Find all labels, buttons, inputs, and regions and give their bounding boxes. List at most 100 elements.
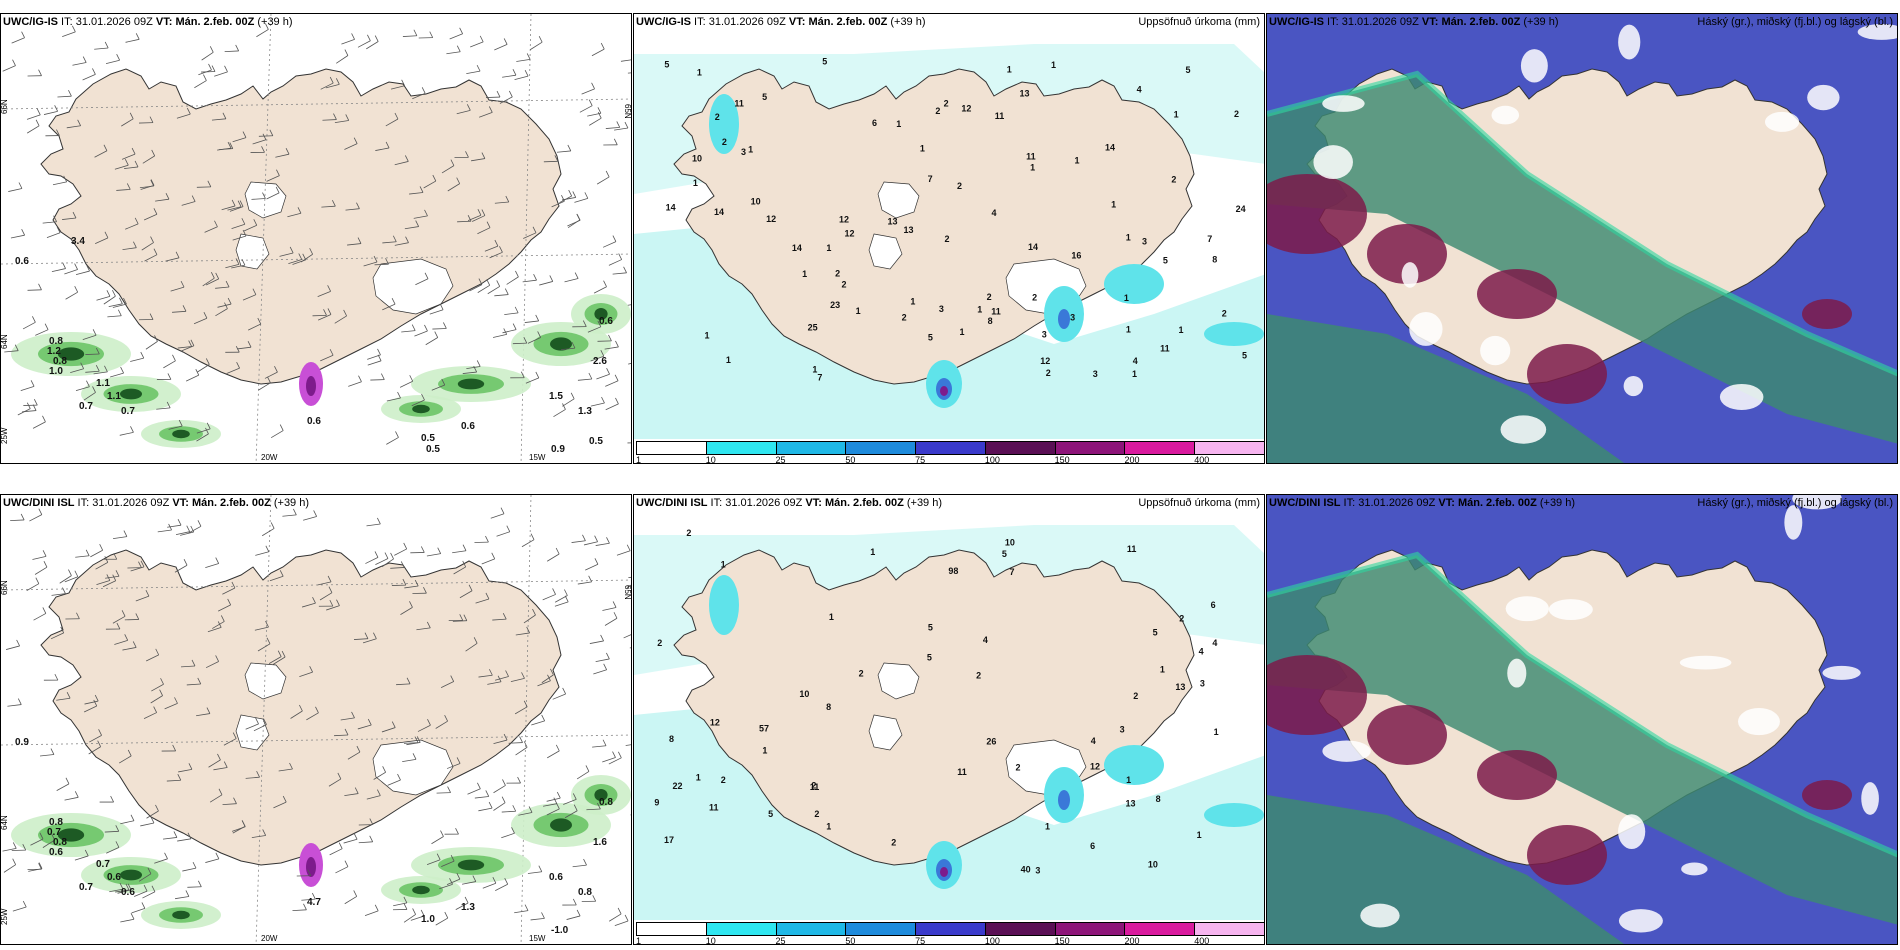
precip-value-label: 8 — [1156, 794, 1161, 804]
precip-value-label: 3 — [939, 304, 944, 314]
glacier-0 — [877, 662, 920, 700]
precip-value-label: 6 — [1090, 841, 1095, 851]
wind-barb — [170, 280, 185, 292]
precip-peak — [172, 429, 190, 439]
coord-label: 66N — [1, 580, 9, 595]
mid-cloud-area — [1477, 269, 1557, 319]
wind-barb — [530, 912, 545, 921]
wind-barb — [258, 129, 274, 137]
precip-value-label: 5 — [768, 809, 773, 819]
title-it_label: IT: — [1340, 497, 1359, 509]
precip-value-label: 3 — [1070, 312, 1075, 322]
high-cloud-edge — [1267, 551, 1897, 858]
wind-barb — [391, 578, 407, 586]
wind-barb — [591, 42, 605, 57]
precip-area-mid — [1104, 264, 1164, 304]
wind-barb — [454, 151, 469, 159]
panel-title: UWC/IG-IS IT: 31.01.2026 09Z VT: Mán. 2.… — [3, 16, 293, 28]
panel-wind-dini: 66N 64N 25W 20W 15W 65N 0.9 0.8 0.7 0.8 0.6 0.7 0.7 0… — [0, 494, 632, 945]
wind-barb — [444, 827, 459, 835]
wind-barb — [207, 621, 222, 633]
wind-barb — [231, 218, 246, 229]
wind-barb — [457, 215, 472, 223]
precip-map: 2221255111157402184103422821111121217526… — [634, 495, 1264, 944]
wind-barb — [590, 396, 605, 407]
wind-barb — [35, 323, 49, 336]
wind-barb — [592, 739, 607, 748]
wind-barb — [414, 324, 428, 337]
wind-barb — [125, 33, 140, 43]
wind-barb — [211, 112, 227, 121]
wind-barb — [494, 670, 509, 681]
wind-barb — [51, 587, 66, 596]
wind-barb — [514, 69, 529, 81]
wind-barb — [83, 386, 96, 401]
wind-barb — [229, 200, 244, 212]
wind-barb — [70, 362, 85, 374]
wind-barb — [506, 776, 521, 784]
lat-gridline — [1, 98, 631, 110]
clear-sky-patch — [1807, 84, 1840, 111]
wind-barb — [222, 797, 237, 805]
wind-barb — [273, 650, 286, 665]
wind-barb — [51, 262, 66, 273]
precip-value-label: 2 — [1032, 292, 1037, 302]
precip-value-label: 1 — [856, 306, 861, 316]
wind-barb — [165, 251, 180, 262]
precip-value-label: 0.8 — [578, 887, 592, 898]
colorbar-tick: 150 — [1054, 936, 1070, 945]
title-lead: (+39 h) — [270, 497, 310, 509]
wind-barb — [205, 557, 220, 568]
wind-barb — [614, 121, 629, 131]
wind-barb — [403, 908, 416, 923]
coord-label: 20W — [261, 934, 278, 943]
panel-title: UWC/DINI ISL IT: 31.01.2026 09Z VT: Mán.… — [1269, 497, 1575, 509]
coord-label: 15W — [529, 453, 546, 462]
precip-value-label: 3.4 — [71, 236, 85, 247]
wind-barb — [365, 551, 379, 564]
precip-value-label: 1 — [1074, 156, 1079, 166]
precip-value-label: 11 — [1127, 544, 1137, 554]
wind-barb — [96, 290, 111, 301]
wind-barb — [392, 903, 408, 911]
precip-value-label: 12 — [961, 104, 971, 114]
title-vt_label: VT: — [802, 497, 825, 509]
wind-barb — [139, 179, 155, 189]
wind-barb — [319, 586, 333, 601]
wind-barb — [576, 765, 590, 780]
title-vt: Mán. 2.feb. 00Z — [1457, 497, 1537, 509]
clear-sky-patch — [1548, 599, 1593, 621]
wind-barb — [602, 235, 617, 248]
precip-peak — [594, 789, 608, 801]
title-vt_label: VT: — [152, 16, 176, 28]
colorbar-segment — [1194, 922, 1264, 936]
wind-barb — [382, 297, 396, 311]
clear-sky-patch — [1507, 658, 1527, 688]
wind-barb — [134, 884, 148, 897]
wind-barb — [366, 789, 381, 800]
precip-value-label: 1 — [1045, 821, 1050, 831]
precip-value-label: 13 — [1175, 682, 1185, 692]
wind-barb — [523, 608, 536, 624]
lat-gridline — [1, 253, 631, 265]
wind-barb — [493, 779, 506, 794]
wind-barb — [112, 297, 127, 308]
wind-barb — [85, 347, 100, 355]
wind-barb — [452, 614, 468, 622]
clear-sky-patch — [1520, 49, 1548, 83]
wind-barb — [121, 147, 136, 160]
wind-barb — [432, 322, 447, 330]
precip-value-label: 2 — [722, 137, 727, 147]
wind-barb — [409, 186, 424, 195]
precip-peak — [550, 818, 572, 832]
wind-barb — [394, 542, 408, 556]
wind-barb — [341, 33, 355, 45]
glacier-0 — [877, 181, 920, 219]
wind-barb — [52, 175, 68, 186]
wind-barb — [486, 90, 501, 98]
wind-barb — [299, 665, 313, 678]
wind-barb — [105, 54, 120, 64]
coord-label: 20W — [261, 453, 278, 462]
title-it: 31.01.2026 09Z — [92, 497, 170, 509]
precip-value-label: 10 — [799, 689, 809, 699]
